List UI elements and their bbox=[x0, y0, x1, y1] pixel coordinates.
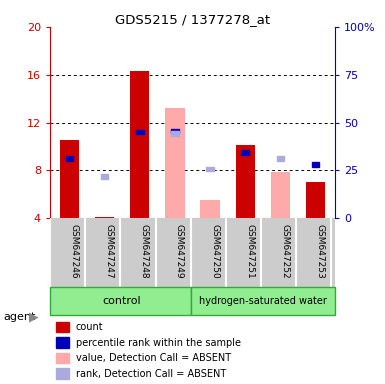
Text: hydrogen-saturated water: hydrogen-saturated water bbox=[199, 296, 327, 306]
Bar bbox=[56, 337, 69, 348]
Bar bbox=[241, 150, 249, 155]
FancyBboxPatch shape bbox=[50, 286, 191, 315]
Bar bbox=[171, 129, 179, 133]
Bar bbox=[206, 167, 214, 171]
Bar bbox=[236, 145, 255, 218]
Bar bbox=[165, 108, 184, 218]
Text: rank, Detection Call = ABSENT: rank, Detection Call = ABSENT bbox=[76, 369, 226, 379]
Text: GSM647250: GSM647250 bbox=[210, 223, 219, 278]
Title: GDS5215 / 1377278_at: GDS5215 / 1377278_at bbox=[115, 13, 270, 26]
Bar bbox=[65, 156, 73, 161]
Bar bbox=[101, 174, 109, 179]
Bar bbox=[130, 71, 149, 218]
Bar bbox=[276, 156, 284, 161]
Bar bbox=[201, 200, 220, 218]
Text: value, Detection Call = ABSENT: value, Detection Call = ABSENT bbox=[76, 353, 231, 363]
Bar bbox=[312, 162, 320, 167]
Bar bbox=[306, 182, 325, 218]
Text: percentile rank within the sample: percentile rank within the sample bbox=[76, 338, 241, 348]
Bar bbox=[60, 141, 79, 218]
Text: count: count bbox=[76, 322, 103, 332]
Text: ▶: ▶ bbox=[29, 310, 38, 323]
FancyBboxPatch shape bbox=[191, 286, 335, 315]
Bar bbox=[56, 322, 69, 332]
Text: control: control bbox=[103, 296, 141, 306]
Text: GSM647253: GSM647253 bbox=[316, 223, 325, 278]
Bar bbox=[271, 172, 290, 218]
Bar bbox=[95, 217, 114, 218]
Text: GSM647251: GSM647251 bbox=[245, 223, 254, 278]
Text: GSM647248: GSM647248 bbox=[140, 223, 149, 278]
Bar bbox=[56, 369, 69, 379]
Bar bbox=[136, 130, 144, 134]
Bar bbox=[56, 353, 69, 363]
Text: GSM647247: GSM647247 bbox=[105, 223, 114, 278]
Text: agent: agent bbox=[4, 312, 36, 322]
Text: GSM647249: GSM647249 bbox=[175, 223, 184, 278]
Bar bbox=[171, 131, 179, 136]
Text: GSM647246: GSM647246 bbox=[69, 223, 79, 278]
Text: GSM647252: GSM647252 bbox=[280, 223, 290, 278]
